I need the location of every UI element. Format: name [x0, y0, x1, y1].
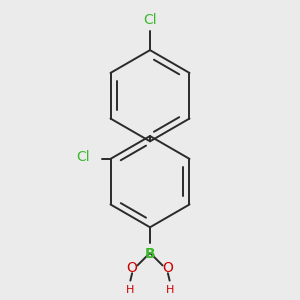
- Text: O: O: [162, 261, 173, 275]
- Text: B: B: [145, 247, 155, 261]
- Text: H: H: [165, 286, 174, 296]
- Text: H: H: [126, 286, 135, 296]
- Text: Cl: Cl: [76, 150, 89, 164]
- Text: O: O: [127, 261, 138, 275]
- Text: Cl: Cl: [143, 13, 157, 27]
